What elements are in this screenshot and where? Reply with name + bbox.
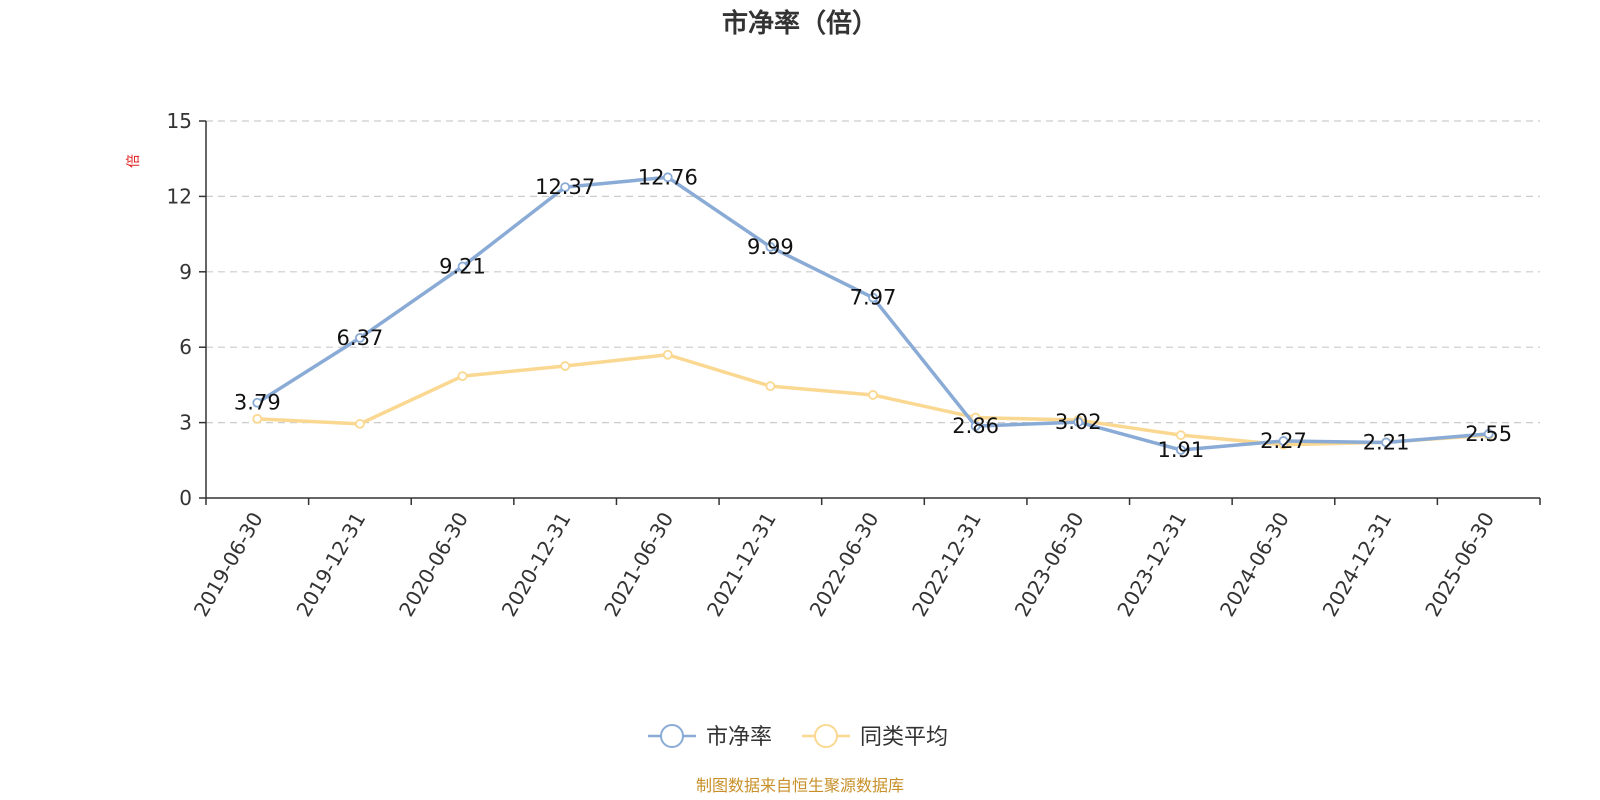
data-point-1 (662, 349, 673, 360)
data-labels: 3.79 6.37 9.21 12.37 12.76 9.99 7.97 2.86 3.02 1.… (234, 165, 1512, 462)
data-point-0 (1175, 445, 1186, 455)
data-point-0 (970, 421, 981, 432)
chart-title: 市净率（倍） (722, 8, 878, 39)
data-label: 6.37 (337, 326, 384, 350)
legend-marker-0 (660, 724, 684, 748)
data-point-1 (765, 381, 776, 392)
data-point-0 (355, 333, 365, 343)
x-tick-label: 2024-06-30 (1215, 508, 1294, 621)
x-tick-label: 2024-12-31 (1318, 508, 1397, 621)
y-tick-label: 9 (179, 260, 192, 284)
data-label: 2.86 (952, 414, 999, 438)
series-layer (252, 172, 1494, 455)
data-label: 9.99 (747, 235, 794, 259)
x-tick-label: 2021-06-30 (599, 508, 678, 621)
data-label: 12.37 (535, 175, 595, 199)
x-tick-label: 2025-06-30 (1420, 508, 1499, 621)
axes: 0 3 6 9 12 15 2019-06-30 2019-12-31 2020-06-30 20… (167, 109, 1541, 621)
x-tick-label: 2021-12-31 (702, 508, 781, 621)
x-tick-label: 2022-12-31 (907, 508, 986, 621)
data-point-1 (1175, 430, 1186, 441)
data-point-0 (1483, 429, 1494, 439)
data-point-0 (1381, 437, 1391, 448)
y-axis-label: 倍 (126, 154, 142, 168)
data-point-0 (252, 397, 263, 408)
series-line-0 (256, 175, 1489, 452)
grid-lines (206, 120, 1540, 424)
y-tick-label: 6 (179, 335, 192, 359)
x-tick-label: 2022-06-30 (804, 508, 883, 621)
data-point-0 (457, 261, 468, 272)
data-point-0 (765, 242, 776, 252)
data-point-1 (457, 371, 468, 382)
data-label: 2.27 (1260, 429, 1307, 453)
data-point-0 (1278, 436, 1289, 446)
data-point-1 (252, 413, 263, 424)
data-label: 1.91 (1157, 438, 1204, 462)
data-point-1 (560, 361, 571, 371)
data-point-0 (662, 172, 673, 183)
x-tick-label: 2020-06-30 (394, 508, 473, 621)
data-label: 2.55 (1465, 422, 1512, 446)
source-note: 制图数据来自恒生聚源数据库 (696, 776, 904, 795)
legend: 市净率 同类平均 (648, 724, 948, 750)
legend-label-0: 市净率 (706, 725, 772, 750)
y-tick-label: 0 (179, 486, 192, 510)
data-label: 12.76 (638, 165, 698, 189)
x-tick-label: 2019-12-31 (291, 508, 370, 621)
x-tick-label: 2020-12-31 (497, 508, 576, 621)
data-point-0 (560, 182, 571, 193)
data-point-1 (868, 390, 878, 400)
data-label: 7.97 (850, 286, 897, 310)
y-tick-label: 12 (167, 184, 192, 208)
data-label: 9.21 (439, 255, 486, 279)
legend-marker-1 (814, 724, 838, 748)
x-tick-label: 2019-06-30 (189, 508, 268, 621)
x-tick-label: 2023-12-31 (1112, 508, 1191, 621)
data-label: 2.21 (1363, 430, 1410, 454)
y-tick-label: 3 (179, 411, 192, 435)
data-point-0 (868, 292, 878, 303)
y-tick-label: 15 (167, 109, 192, 133)
data-label: 3.79 (234, 391, 281, 415)
x-tick-label: 2023-06-30 (1010, 508, 1089, 621)
data-label: 3.02 (1055, 410, 1102, 434)
data-point-1 (355, 418, 365, 429)
legend-label-1: 同类平均 (860, 725, 948, 750)
data-point-0 (1073, 417, 1084, 427)
